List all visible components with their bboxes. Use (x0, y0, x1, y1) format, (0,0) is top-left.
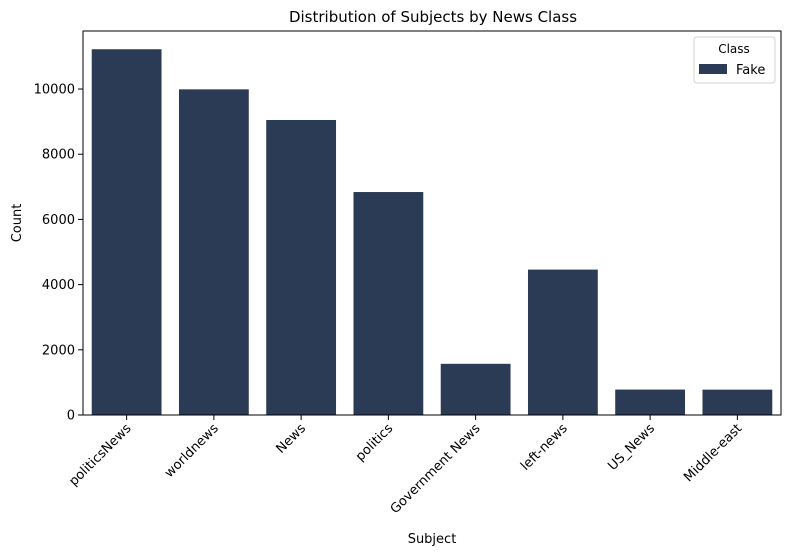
bar (266, 119, 337, 416)
x-tick-label: Government News (388, 421, 484, 517)
x-tick-label: Middle-east (681, 421, 745, 485)
bars-group (91, 49, 773, 416)
chart-title: Distribution of Subjects by News Class (289, 8, 577, 26)
x-tick-label: politics (353, 421, 396, 464)
bar (527, 269, 598, 415)
plot-frame (82, 30, 782, 416)
legend-swatch (699, 64, 727, 74)
x-tick-label: News (273, 421, 309, 457)
y-axis-label: Count (10, 204, 25, 243)
bar (440, 363, 511, 415)
y-tick-label: 4000 (42, 278, 75, 293)
x-tick-label: US_News (605, 421, 658, 474)
y-tick-label: 2000 (42, 343, 75, 358)
y-tick-label: 0 (67, 409, 75, 424)
y-tick-label: 8000 (42, 148, 75, 163)
bar (615, 389, 686, 415)
bar (178, 89, 249, 415)
x-tick-label: politicsNews (66, 421, 134, 489)
x-tick-label: worldnews (162, 421, 222, 481)
y-tick-label: 10000 (34, 83, 75, 98)
x-axis-label: Subject (408, 532, 457, 547)
bar (353, 192, 424, 415)
y-tick-label: 6000 (42, 213, 75, 228)
bar (91, 49, 162, 415)
x-axis: politicsNews worldnews News politicsGovernm… (66, 415, 745, 517)
y-axis: 0 2000 4000 6000 8000 10000 (34, 83, 83, 424)
legend-title: Class (718, 42, 750, 56)
bar (702, 389, 773, 415)
x-tick-label: left-news (518, 421, 571, 474)
legend: Class Fake (693, 36, 776, 84)
legend-series-label: Fake (736, 63, 765, 78)
